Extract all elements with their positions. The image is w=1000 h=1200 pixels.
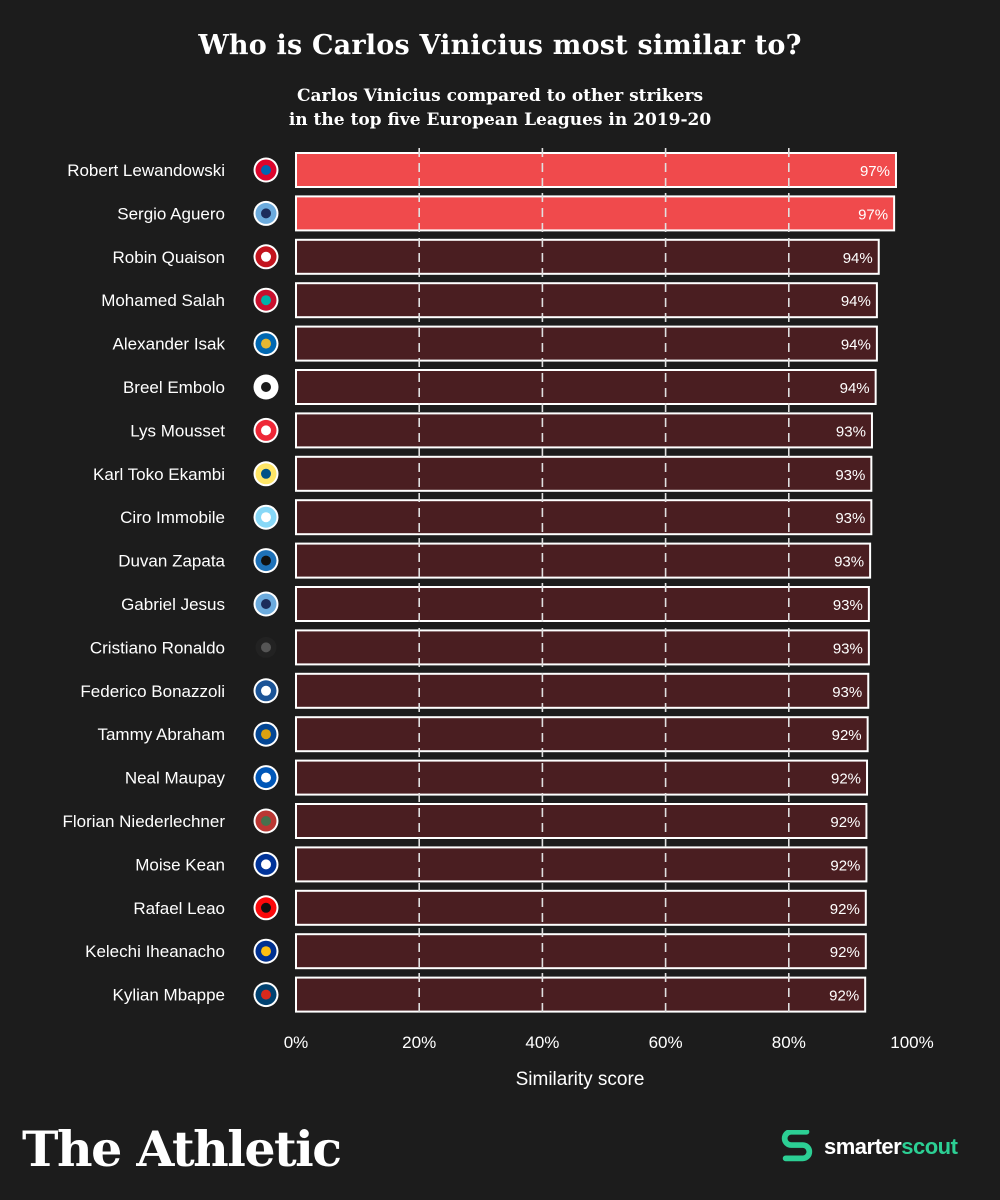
x-tick-label: 80% xyxy=(772,1033,806,1052)
value-label: 93% xyxy=(832,684,862,701)
club-badge-icon xyxy=(261,816,271,826)
club-badge-icon xyxy=(261,165,271,175)
smarterscout-icon xyxy=(781,1130,813,1162)
club-badge-icon xyxy=(261,295,271,306)
bar xyxy=(295,412,873,449)
player-name-label: Sergio Aguero xyxy=(117,204,225,223)
player-name-label: Rafael Leao xyxy=(133,899,225,918)
bar xyxy=(295,455,873,492)
smarterscout-word-1: smarter xyxy=(824,1134,902,1159)
player-name-label: Mohamed Salah xyxy=(101,291,225,310)
smarterscout-word-2: scout xyxy=(901,1134,958,1159)
the-athletic-logo: The Athletic xyxy=(22,1120,342,1178)
bar xyxy=(295,369,877,405)
x-tick-label: 0% xyxy=(284,1033,309,1052)
player-name-label: Ciro Immobile xyxy=(120,508,225,527)
bar xyxy=(295,803,868,839)
player-name-label: Alexander Isak xyxy=(113,335,226,354)
club-badge-icon xyxy=(261,859,271,870)
player-name-label: Lys Mousset xyxy=(130,421,225,440)
bar xyxy=(295,716,869,753)
value-label: 94% xyxy=(843,250,873,267)
player-name-label: Robin Quaison xyxy=(113,248,225,267)
player-name-label: Karl Toko Ekambi xyxy=(93,465,225,484)
value-label: 94% xyxy=(841,337,871,354)
bar xyxy=(295,976,867,1013)
club-badge-icon xyxy=(261,338,271,349)
club-badge-icon xyxy=(261,946,271,957)
smarterscout-logo: smarterscout xyxy=(778,1130,958,1164)
bar xyxy=(295,586,870,622)
value-label: 94% xyxy=(840,380,870,397)
bar xyxy=(295,152,897,188)
bar xyxy=(295,325,878,362)
value-label: 94% xyxy=(841,293,871,310)
club-badge-icon xyxy=(261,251,271,262)
player-name-label: Gabriel Jesus xyxy=(121,595,225,614)
value-label: 93% xyxy=(834,554,864,571)
value-label: 93% xyxy=(833,640,863,657)
value-label: 92% xyxy=(830,857,860,874)
smarterscout-wordmark: smarterscout xyxy=(824,1134,958,1160)
player-name-label: Florian Niederlechner xyxy=(62,812,225,831)
value-label: 92% xyxy=(830,901,860,918)
club-badge-icon xyxy=(261,685,271,696)
value-label: 93% xyxy=(835,510,865,527)
club-badge-icon xyxy=(261,425,271,436)
x-axis-title: Similarity score xyxy=(516,1069,645,1090)
player-name-label: Moise Kean xyxy=(135,855,225,874)
club-badge-icon xyxy=(261,468,271,479)
player-name-label: Cristiano Ronaldo xyxy=(90,638,225,657)
value-label: 92% xyxy=(830,814,860,831)
value-label: 93% xyxy=(836,423,866,440)
x-tick-label: 60% xyxy=(649,1033,683,1052)
value-label: 93% xyxy=(835,467,865,484)
x-tick-label: 40% xyxy=(525,1033,559,1052)
bar xyxy=(295,759,869,796)
player-name-label: Robert Lewandowski xyxy=(67,161,225,180)
bar xyxy=(295,846,868,883)
player-name-label: Breel Embolo xyxy=(123,378,225,397)
club-badge-icon xyxy=(261,382,271,392)
similarity-bar-chart: Robert Lewandowski 97% Sergio Aguero 97% Rob… xyxy=(62,148,934,1090)
club-badge-icon xyxy=(261,902,271,913)
x-tick-label: 20% xyxy=(402,1033,436,1052)
club-badge-icon xyxy=(261,555,271,566)
player-name-label: Federico Bonazzoli xyxy=(80,682,225,701)
value-label: 92% xyxy=(830,944,860,961)
value-label: 92% xyxy=(832,727,862,744)
bar xyxy=(295,238,880,275)
bar xyxy=(295,195,896,232)
player-name-label: Kylian Mbappe xyxy=(113,986,225,1005)
value-label: 92% xyxy=(831,771,861,788)
player-name-label: Kelechi Iheanacho xyxy=(85,942,225,961)
club-badge-icon xyxy=(261,989,271,1000)
club-badge-icon xyxy=(261,729,271,740)
bar xyxy=(295,672,870,709)
club-badge-icon xyxy=(261,512,271,523)
value-label: 93% xyxy=(833,597,863,614)
player-name-label: Duvan Zapata xyxy=(118,552,225,571)
value-label: 97% xyxy=(860,163,890,180)
bar xyxy=(295,933,867,970)
bar xyxy=(295,542,872,579)
chart-title: Who is Carlos Vinicius most similar to? xyxy=(198,30,802,61)
value-label: 97% xyxy=(858,206,888,223)
bar xyxy=(295,889,867,926)
club-badge-icon xyxy=(261,642,271,653)
x-tick-label: 100% xyxy=(890,1033,933,1052)
player-name-label: Neal Maupay xyxy=(125,769,226,788)
club-badge-icon xyxy=(261,208,271,219)
subtitle-line-2: in the top five European Leagues in 2019… xyxy=(288,110,712,130)
player-name-label: Tammy Abraham xyxy=(97,725,225,744)
subtitle-line-1: Carlos Vinicius compared to other strike… xyxy=(296,86,704,106)
value-label: 92% xyxy=(829,988,859,1005)
bar xyxy=(295,282,878,319)
club-badge-icon xyxy=(261,772,271,783)
bar xyxy=(295,629,870,666)
club-badge-icon xyxy=(261,599,271,609)
bar xyxy=(295,499,873,536)
chart-subtitle: Carlos Vinicius compared to other strike… xyxy=(0,84,1000,132)
